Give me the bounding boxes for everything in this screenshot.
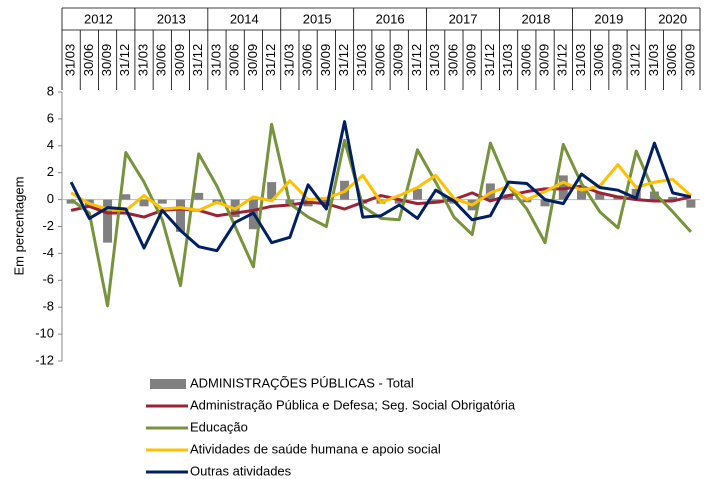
legend-swatch [150,379,186,389]
x-tick-label: 30/09 [318,44,333,77]
x-tick-label: 30/06 [591,44,606,77]
year-label: 2014 [230,11,259,26]
bar [686,199,696,208]
x-tick-label: 30/09 [172,44,187,77]
y-tick-label: -10 [35,326,54,341]
bar [412,188,422,200]
legend-label: ADMINISTRAÇÕES PÚBLICAS - Total [190,375,414,390]
bar [540,199,550,207]
bar [649,191,659,200]
x-tick-label: 30/06 [154,44,169,77]
x-tick-label: 31/12 [263,44,278,77]
year-label: 2020 [658,11,687,26]
x-tick-label: 30/06 [664,44,679,77]
bar [668,196,678,200]
y-tick-label: 8 [47,83,54,98]
bar [194,192,204,200]
x-tick-label: 30/06 [300,44,315,77]
x-tick-label: 30/09 [99,44,114,77]
y-tick-label: -12 [35,352,54,367]
x-tick-label: 31/12 [117,44,132,77]
x-tick-label: 30/06 [445,44,460,77]
x-tick-label: 31/12 [336,44,351,77]
y-tick-label: -2 [42,218,54,233]
y-tick-label: 4 [47,137,54,152]
x-tick-label: 31/03 [63,44,78,77]
line [70,122,692,308]
x-tick-label: 31/12 [555,44,570,77]
x-tick-label: 31/12 [409,44,424,77]
legend-label: Administração Pública e Defesa; Seg. Soc… [190,397,516,412]
bar [121,194,131,200]
x-tick-label: 31/03 [208,44,223,77]
x-tick-label: 30/09 [609,44,624,77]
x-tick-label: 31/03 [281,44,296,77]
x-tick-label: 30/09 [391,44,406,77]
year-label: 2019 [594,11,623,26]
legend-label: Atividades de saúde humana e apoio socia… [190,441,441,456]
year-label: 2012 [84,11,113,26]
y-tick-label: -4 [42,245,54,260]
x-tick-label: 31/03 [500,44,515,77]
bar [66,199,76,204]
x-tick-label: 31/12 [628,44,643,77]
x-tick-label: 30/09 [682,44,697,77]
year-label: 2017 [449,11,478,26]
bar [175,199,185,232]
y-tick-label: 6 [47,110,54,125]
x-tick-label: 31/03 [427,44,442,77]
x-tick-label: 31/03 [573,44,588,77]
bar [595,192,605,200]
year-label: 2016 [376,11,405,26]
year-label: 2013 [157,11,186,26]
x-tick-label: 30/06 [518,44,533,77]
line [69,120,692,253]
x-tick-label: 30/09 [464,44,479,77]
x-tick-label: 31/03 [354,44,369,77]
bar [103,199,113,243]
x-tick-label: 31/12 [190,44,205,77]
x-tick-label: 30/06 [81,44,96,77]
line [70,163,692,212]
legend-label: Educação [190,419,248,434]
y-tick-label: -8 [42,299,54,314]
x-tick-label: 30/06 [227,44,242,77]
y-tick-label: 0 [47,191,54,206]
bar [267,182,277,200]
y-axis-label: Em percentagem [11,177,26,276]
bar [157,199,167,204]
year-label: 2018 [521,11,550,26]
x-tick-label: 30/09 [536,44,551,77]
y-tick-label: 2 [47,164,54,179]
legend-label: Outras atividades [190,463,292,478]
y-tick-label: -6 [42,272,54,287]
x-tick-label: 31/03 [135,44,150,77]
x-tick-label: 30/09 [245,44,260,77]
x-tick-label: 31/12 [482,44,497,77]
x-tick-label: 31/03 [646,44,661,77]
x-tick-label: 30/06 [372,44,387,77]
year-label: 2015 [303,11,332,26]
bar [139,199,149,207]
bar [394,199,404,204]
bar [577,190,587,200]
